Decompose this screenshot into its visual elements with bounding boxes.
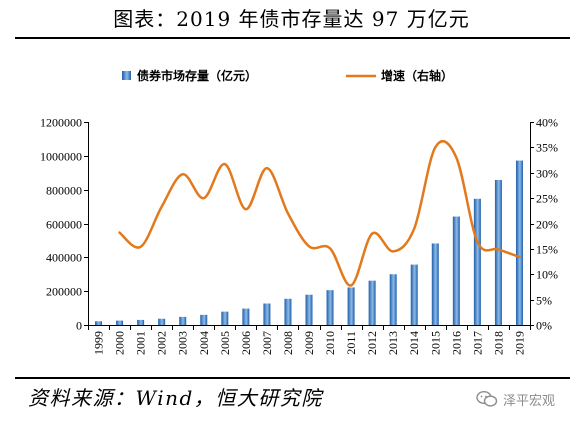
bar xyxy=(158,318,166,325)
x-tick-label: 2005 xyxy=(218,331,232,355)
growth-point xyxy=(475,240,479,244)
line-series xyxy=(118,140,521,287)
x-tick-label: 2013 xyxy=(386,331,400,355)
bar xyxy=(263,303,271,325)
right-y-tick-label: 15% xyxy=(536,243,558,257)
growth-point xyxy=(160,205,164,209)
chart-title: 图表：2019 年债市存量达 97 万亿元 xyxy=(113,7,470,31)
growth-point xyxy=(223,162,227,166)
growth-point xyxy=(265,166,269,170)
bar xyxy=(410,264,418,325)
bar xyxy=(200,314,208,325)
left-y-tick-label: 0 xyxy=(76,319,82,333)
x-tick-label: 2015 xyxy=(428,331,442,355)
growth-point xyxy=(202,196,206,200)
source-note: 资料来源：Wind，恒大研究院 xyxy=(28,386,323,410)
x-tick-label: 2011 xyxy=(344,331,358,355)
right-y-tick-label: 10% xyxy=(536,268,558,282)
bar xyxy=(284,298,292,325)
x-tick-label: 2009 xyxy=(302,331,316,355)
growth-point xyxy=(181,172,185,176)
x-tick-label: 2019 xyxy=(512,331,526,355)
right-y-tick-label: 40% xyxy=(536,116,558,130)
growth-point xyxy=(307,244,311,248)
right-y-tick-label: 0% xyxy=(536,319,552,333)
growth-point xyxy=(139,245,143,249)
bar xyxy=(473,198,481,325)
x-tick-label: 2007 xyxy=(260,331,274,355)
x-tick-label: 2001 xyxy=(134,331,148,355)
bar xyxy=(326,290,334,325)
x-tick-label: 2018 xyxy=(491,331,505,355)
right-y-tick-label: 25% xyxy=(536,192,558,206)
bar xyxy=(137,319,145,325)
left-y-tick-label: 800000 xyxy=(46,184,82,198)
axes: 0 200000 400000 600000 800000 1000000 1200000 0… xyxy=(40,116,558,356)
growth-point xyxy=(349,283,353,287)
bar xyxy=(242,308,250,325)
watermark: 泽平宏观 xyxy=(476,389,555,409)
x-tick-label: 2003 xyxy=(176,331,190,355)
growth-point xyxy=(391,249,395,253)
growth-point xyxy=(496,247,500,251)
left-y-tick-label: 1000000 xyxy=(40,150,82,164)
bar xyxy=(389,274,397,325)
x-tick-label: 2006 xyxy=(239,331,253,355)
bar xyxy=(116,320,124,325)
right-y-tick-label: 35% xyxy=(536,141,558,155)
x-tick-label: 2000 xyxy=(113,331,127,355)
x-tick-label: 2010 xyxy=(323,331,337,355)
bar xyxy=(452,216,460,325)
left-y-tick-label: 600000 xyxy=(46,218,82,232)
title-divider xyxy=(15,37,570,39)
x-tick-label: 2008 xyxy=(281,331,295,355)
left-y-tick-label: 1200000 xyxy=(40,116,82,130)
right-y-tick-label: 20% xyxy=(536,218,558,232)
x-tick-label: 2016 xyxy=(449,331,463,355)
bar xyxy=(368,280,376,325)
legend-bar-swatch xyxy=(122,71,131,80)
legend-line-label: 增速（右轴） xyxy=(381,68,453,83)
x-tick-label: 2002 xyxy=(155,331,169,355)
right-y-tick-label: 5% xyxy=(536,294,552,308)
growth-point xyxy=(244,207,248,211)
right-y-tick-label: 30% xyxy=(536,167,558,181)
growth-point xyxy=(412,227,416,231)
bar xyxy=(515,160,523,325)
x-tick-label: 2017 xyxy=(470,331,484,355)
x-tick-label: 2004 xyxy=(197,331,211,355)
growth-point xyxy=(370,232,374,236)
growth-series-line xyxy=(118,140,521,287)
x-tick-label: 2014 xyxy=(407,331,421,355)
legend: 债券市场存量（亿元） 增速（右轴） xyxy=(122,68,453,83)
bar xyxy=(221,311,229,325)
growth-point xyxy=(433,145,437,149)
footer-divider xyxy=(15,377,570,379)
growth-point xyxy=(517,255,521,259)
x-tick-label: 1999 xyxy=(92,331,106,355)
bar xyxy=(95,321,103,325)
growth-point xyxy=(454,156,458,160)
watermark-text: 泽平宏观 xyxy=(503,393,556,409)
legend-bar-label: 债券市场存量（亿元） xyxy=(137,68,257,83)
bar xyxy=(494,180,502,325)
growth-point xyxy=(286,211,290,215)
bar xyxy=(431,243,439,325)
growth-point xyxy=(118,231,122,235)
wechat-icon xyxy=(476,390,498,407)
bar xyxy=(347,287,355,325)
x-tick-label: 2012 xyxy=(365,331,379,355)
bar xyxy=(305,294,313,325)
left-y-tick-label: 200000 xyxy=(46,285,82,299)
left-y-tick-label: 400000 xyxy=(46,251,82,265)
growth-point xyxy=(328,246,332,250)
bar-series xyxy=(95,160,523,325)
bar xyxy=(179,316,187,325)
